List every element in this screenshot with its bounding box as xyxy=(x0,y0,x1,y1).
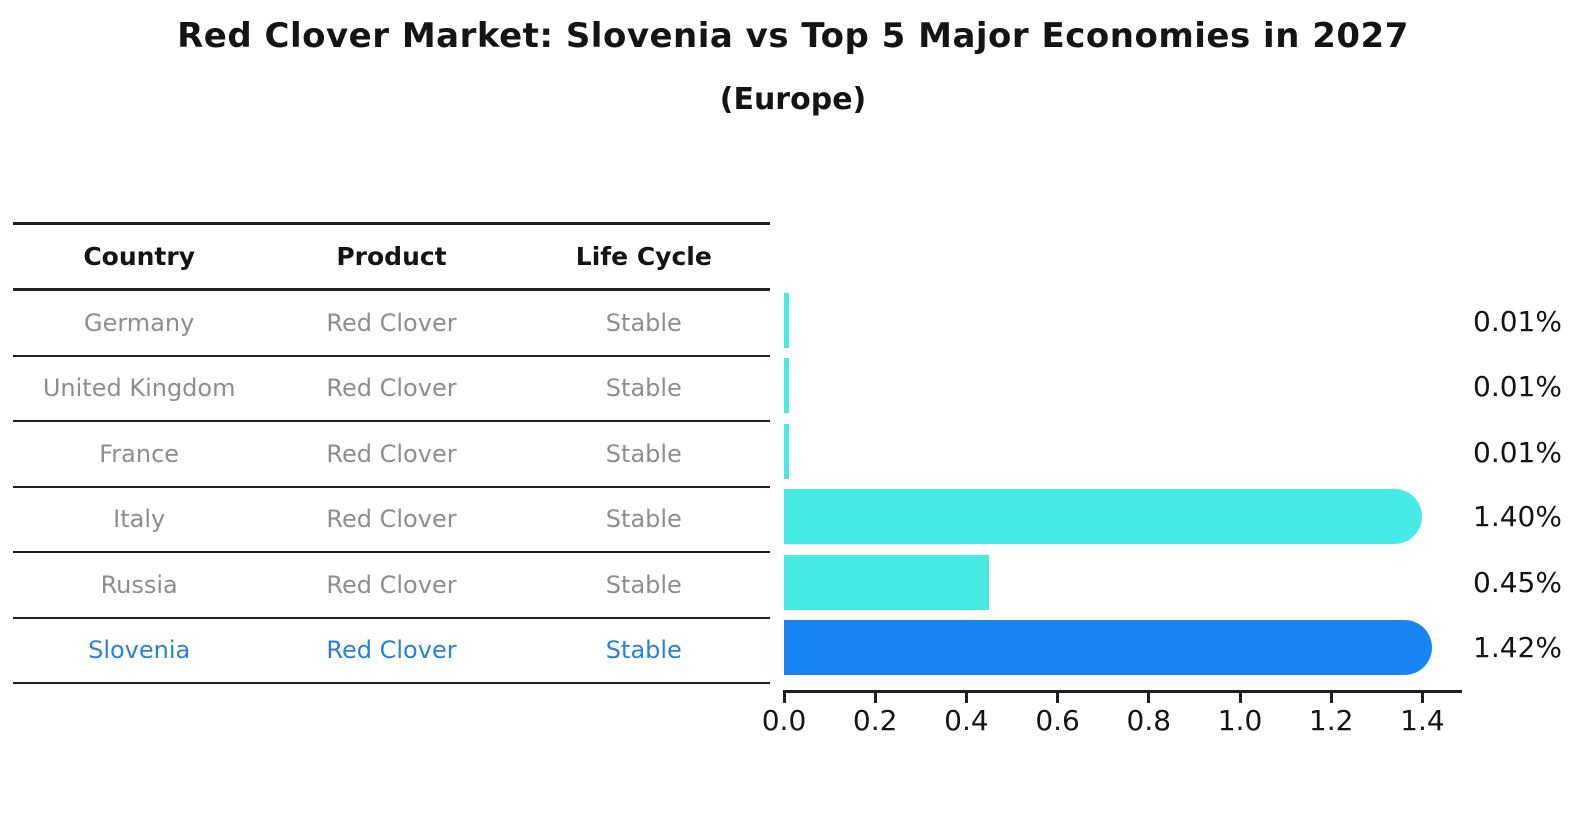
cell-product: Red Clover xyxy=(326,570,457,599)
cell-life-cycle: Stable xyxy=(605,636,682,665)
x-tick-label: 0.8 xyxy=(1126,704,1172,737)
x-tick-label: 0.0 xyxy=(761,704,807,737)
table-row-germany: Germany Red Clover Stable xyxy=(13,291,770,357)
bar-germany xyxy=(784,293,789,348)
x-tick-label: 0.6 xyxy=(1035,704,1080,737)
x-tick-mark xyxy=(1420,693,1424,703)
x-axis-line xyxy=(783,690,1462,693)
value-label-slovenia: 1.42% xyxy=(1473,631,1562,664)
x-tick-label: 0.4 xyxy=(944,704,989,737)
x-tick-label: 1.2 xyxy=(1308,704,1354,737)
cell-life-cycle: Stable xyxy=(605,308,682,337)
x-tick-mark xyxy=(782,693,786,703)
table-row-italy: Italy Red Clover Stable xyxy=(13,488,770,553)
bar-russia xyxy=(784,555,990,610)
cell-life-cycle: Stable xyxy=(605,505,682,534)
cell-country: France xyxy=(99,439,180,468)
country-table: Country Product Life Cycle Germany Red C… xyxy=(13,222,770,684)
header-cell-product: Product xyxy=(336,242,447,271)
cell-country: Germany xyxy=(84,308,195,337)
cell-product: Red Clover xyxy=(326,636,457,665)
header-cell-country: Country xyxy=(83,242,196,271)
cell-product: Red Clover xyxy=(326,439,457,468)
bar-slovenia-highlighted xyxy=(784,620,1432,675)
x-tick-mark xyxy=(1147,693,1151,703)
cell-country: Russia xyxy=(100,570,178,599)
table-row-united-kingdom: United Kingdom Red Clover Stable xyxy=(13,357,770,422)
x-tick-mark xyxy=(964,693,968,703)
x-tick-mark xyxy=(1329,693,1333,703)
cell-product: Red Clover xyxy=(326,308,457,337)
cell-product: Red Clover xyxy=(326,374,457,403)
x-tick-label: 0.2 xyxy=(852,704,898,737)
table-row-slovenia: Slovenia Red Clover Stable xyxy=(13,619,770,684)
cell-life-cycle: Stable xyxy=(605,374,682,403)
bar-france xyxy=(784,424,789,479)
table-row-russia: Russia Red Clover Stable xyxy=(13,553,770,619)
x-tick-label: 1.4 xyxy=(1400,704,1445,737)
chart-subtitle: (Europe) xyxy=(719,82,867,117)
header-cell-life-cycle: Life Cycle xyxy=(575,242,712,271)
value-label-russia: 0.45% xyxy=(1473,566,1562,599)
x-tick-mark xyxy=(1238,693,1242,703)
cell-country: United Kingdom xyxy=(42,374,236,403)
value-label-united-kingdom: 0.01% xyxy=(1473,370,1562,403)
cell-life-cycle: Stable xyxy=(605,570,682,599)
value-label-france: 0.01% xyxy=(1473,436,1562,469)
table-row-france: France Red Clover Stable xyxy=(13,422,770,488)
cell-country: Italy xyxy=(113,505,166,534)
x-tick-mark xyxy=(873,693,877,703)
cell-life-cycle: Stable xyxy=(605,439,682,468)
cell-country: Slovenia xyxy=(88,636,191,665)
bar-italy xyxy=(784,489,1423,544)
chart-title: Red Clover Market: Slovenia vs Top 5 Maj… xyxy=(177,16,1409,56)
x-tick-mark xyxy=(1056,693,1060,703)
bar-united-kingdom xyxy=(784,358,789,413)
value-label-germany: 0.01% xyxy=(1473,305,1562,338)
table-header-row: Country Product Life Cycle xyxy=(13,225,770,291)
x-tick-label: 1.0 xyxy=(1217,704,1263,737)
value-label-italy: 1.40% xyxy=(1473,500,1562,533)
cell-product: Red Clover xyxy=(326,505,457,534)
